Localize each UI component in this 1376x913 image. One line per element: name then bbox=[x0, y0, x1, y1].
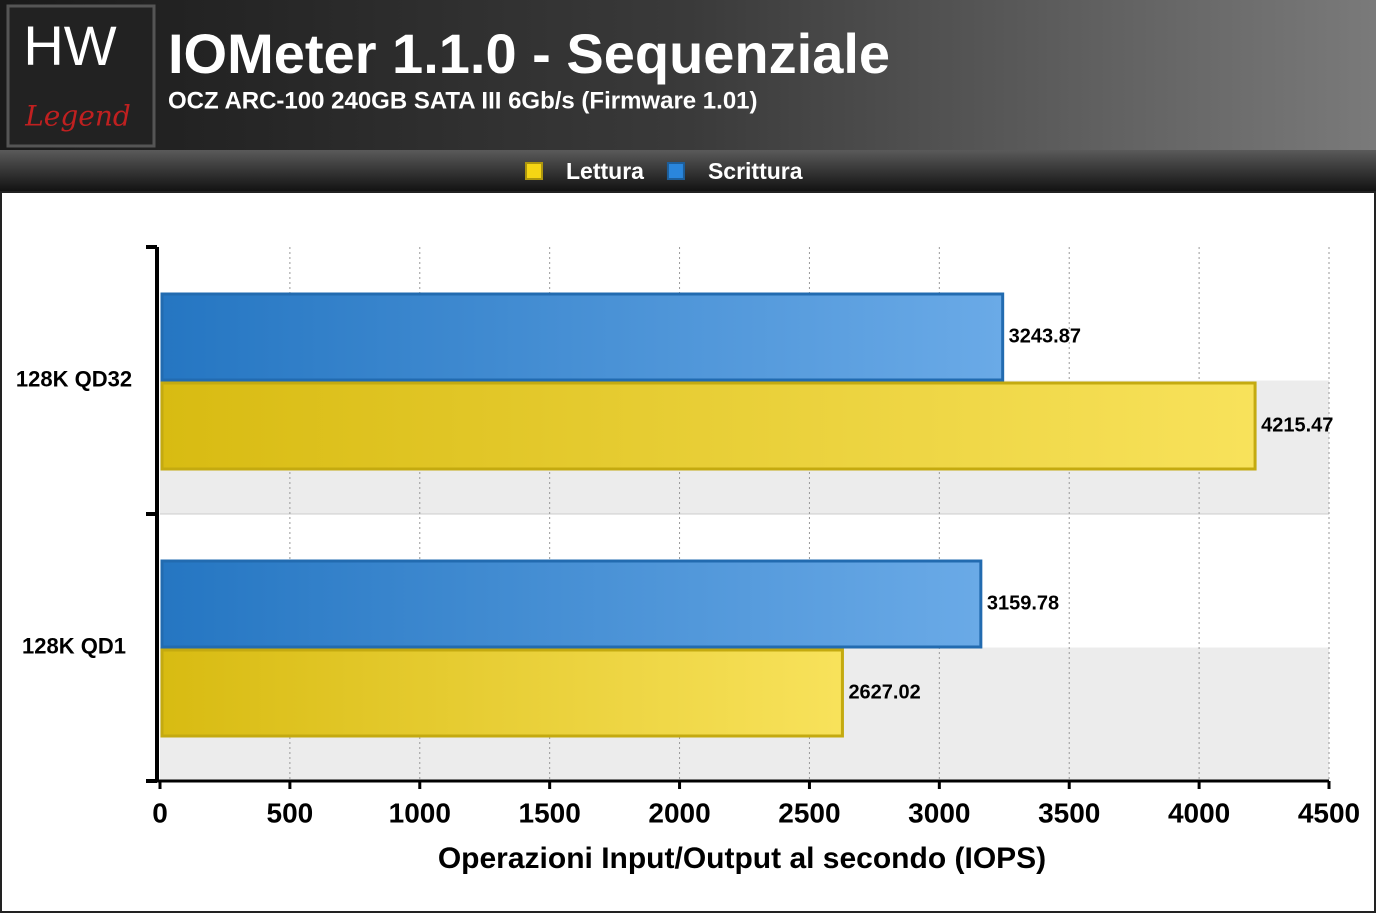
x-tick-label: 4000 bbox=[1168, 797, 1230, 828]
chart-subtitle: OCZ ARC-100 240GB SATA III 6Gb/s (Firmwa… bbox=[168, 87, 758, 114]
bar bbox=[160, 381, 1257, 471]
x-tick-label: 3500 bbox=[1038, 797, 1100, 828]
legend-bar bbox=[0, 150, 1376, 192]
bar bbox=[160, 648, 844, 738]
x-tick-label: 500 bbox=[267, 797, 314, 828]
data-label: 2627.02 bbox=[848, 681, 920, 703]
legend-label: Lettura bbox=[566, 158, 644, 184]
data-label: 4215.47 bbox=[1261, 414, 1333, 436]
legend-label: Scrittura bbox=[708, 158, 803, 184]
legend-swatch bbox=[525, 162, 543, 180]
y-tick-label: 128K QD1 bbox=[22, 633, 126, 658]
logo bbox=[6, 4, 156, 148]
x-tick-label: 3000 bbox=[908, 797, 970, 828]
bar bbox=[160, 559, 983, 649]
data-label: 3159.78 bbox=[987, 592, 1059, 614]
x-tick-label: 1000 bbox=[389, 797, 451, 828]
x-tick-label: 1500 bbox=[519, 797, 581, 828]
x-tick-label: 4500 bbox=[1298, 797, 1360, 828]
x-tick-label: 2500 bbox=[778, 797, 840, 828]
chart-title: IOMeter 1.1.0 - Sequenziale bbox=[168, 22, 890, 85]
bar bbox=[160, 292, 1005, 382]
x-tick-label: 2000 bbox=[648, 797, 710, 828]
logo-bottom: Legend bbox=[24, 100, 131, 133]
header bbox=[0, 0, 1376, 150]
x-tick-label: 0 bbox=[152, 797, 168, 828]
legend-swatch bbox=[666, 162, 685, 180]
y-tick-label: 128K QD32 bbox=[16, 366, 132, 391]
logo-top: HW bbox=[23, 14, 116, 77]
data-label: 3243.87 bbox=[1009, 325, 1081, 347]
x-axis-label: Operazioni Input/Output al secondo (IOPS… bbox=[438, 842, 1046, 875]
